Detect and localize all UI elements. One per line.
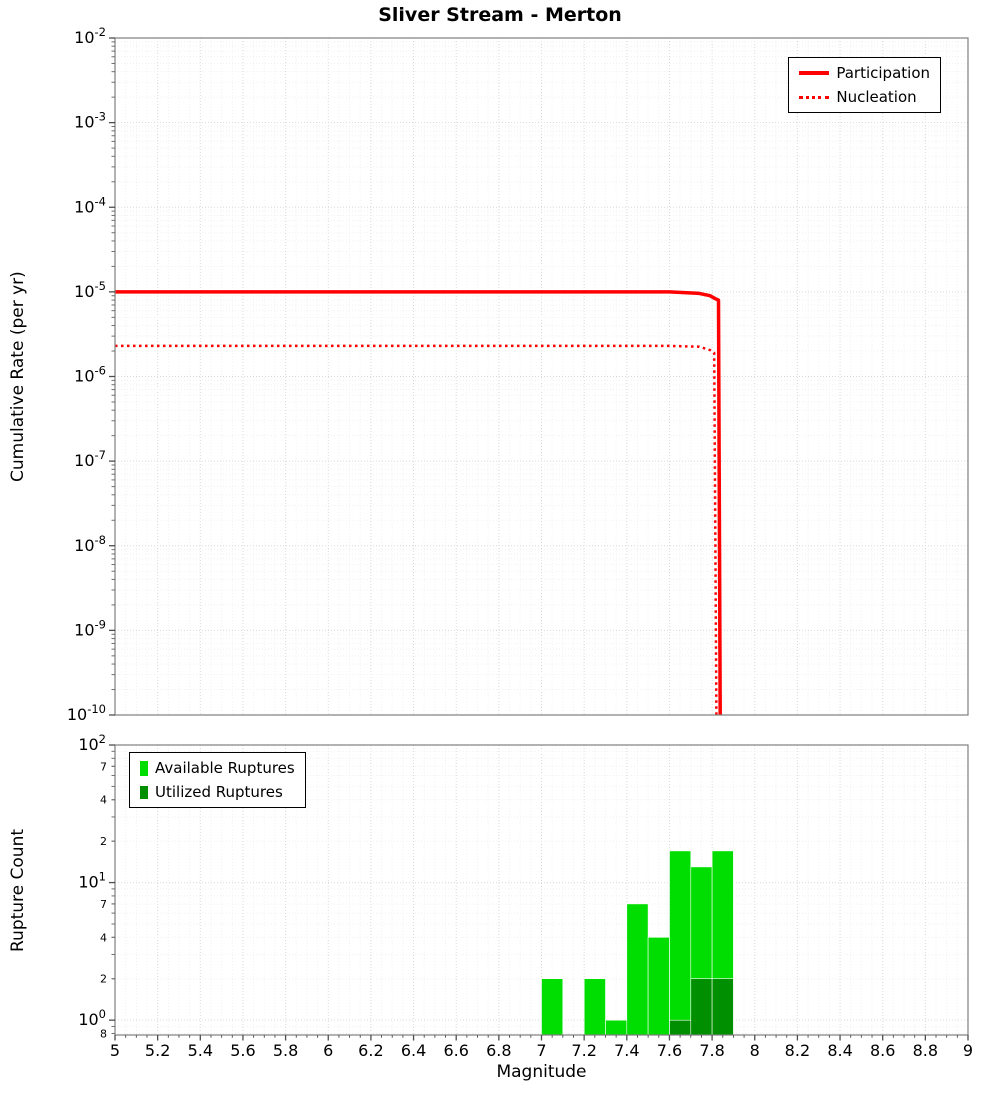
svg-text:8.2: 8.2 (785, 1041, 810, 1060)
legend-entry-utilized: Utilized Ruptures (140, 783, 295, 801)
svg-text:7.4: 7.4 (614, 1041, 639, 1060)
bar-m7.25 (583, 978, 606, 1036)
available-ruptures-swatch (140, 760, 148, 776)
nucleation-series (115, 344, 718, 716)
legend-label-available: Available Ruptures (155, 759, 295, 777)
bar-m7.85 (711, 978, 734, 1036)
bar-m7.35 (605, 1019, 628, 1036)
svg-text:10-6: 10-6 (74, 364, 106, 386)
svg-text:100: 100 (78, 1007, 106, 1029)
bar-m7.65 (669, 1019, 692, 1036)
participation-line-swatch (799, 71, 830, 75)
svg-text:7: 7 (536, 1041, 546, 1060)
svg-text:6.8: 6.8 (486, 1041, 511, 1060)
y-axis-label-count: Rupture Count (8, 828, 28, 952)
svg-text:6.4: 6.4 (401, 1041, 426, 1060)
svg-text:8.4: 8.4 (827, 1041, 852, 1060)
svg-text:7.8: 7.8 (699, 1041, 724, 1060)
svg-text:4: 4 (100, 931, 107, 944)
svg-text:8: 8 (750, 1041, 760, 1060)
utilized-ruptures-swatch (140, 785, 148, 799)
bar-m7.05 (541, 978, 564, 1036)
svg-text:7.6: 7.6 (657, 1041, 682, 1060)
legend-rates: Participation Nucleation (788, 57, 941, 113)
bar-m7.55 (647, 936, 670, 1036)
bar-m7.45 (626, 903, 649, 1036)
svg-text:2: 2 (100, 835, 107, 848)
cumulative-rate-panel: 10-2 10-3 10-4 10-5 10-6 10-7 10-8 10-9 10-10 (67, 25, 969, 724)
legend-entry-participation: Participation (799, 64, 930, 82)
svg-text:4: 4 (100, 794, 107, 807)
svg-text:5.8: 5.8 (273, 1041, 298, 1060)
svg-text:10-4: 10-4 (74, 194, 106, 216)
svg-text:102: 102 (78, 732, 106, 754)
svg-text:6.2: 6.2 (358, 1041, 383, 1060)
svg-text:10-7: 10-7 (74, 448, 106, 470)
svg-text:8.6: 8.6 (870, 1041, 895, 1060)
cumulative-rate-grid (114, 37, 969, 716)
svg-text:8: 8 (100, 1027, 107, 1040)
cumulative-rate-axes: 10-2 10-3 10-4 10-5 10-6 10-7 10-8 10-9 10-10 (67, 25, 115, 724)
bar-m7.75 (690, 978, 713, 1036)
svg-text:10-8: 10-8 (74, 533, 106, 555)
bar-m7.65 (669, 850, 692, 1036)
nucleation-line-swatch (799, 95, 830, 99)
svg-text:6: 6 (323, 1041, 333, 1060)
svg-text:5: 5 (110, 1041, 120, 1060)
plot-title: Sliver Stream - Merton (378, 4, 622, 26)
svg-text:5.6: 5.6 (230, 1041, 255, 1060)
svg-text:7: 7 (100, 898, 107, 911)
svg-text:5.4: 5.4 (188, 1041, 213, 1060)
svg-text:101: 101 (78, 870, 106, 892)
legend-label-nucleation: Nucleation (836, 88, 917, 106)
svg-text:10-2: 10-2 (74, 25, 106, 47)
legend-ruptures: Available Ruptures Utilized Ruptures (129, 752, 306, 808)
svg-text:9: 9 (963, 1041, 973, 1060)
legend-entry-nucleation: Nucleation (799, 88, 930, 106)
svg-text:6.6: 6.6 (443, 1041, 468, 1060)
svg-text:2: 2 (100, 973, 107, 986)
y-axis-label-rate: Cumulative Rate (per yr) (8, 271, 28, 482)
svg-text:7: 7 (100, 760, 107, 773)
svg-text:7.2: 7.2 (571, 1041, 596, 1060)
legend-label-utilized: Utilized Ruptures (155, 783, 283, 801)
svg-text:10-5: 10-5 (74, 279, 106, 301)
legend-entry-available: Available Ruptures (140, 759, 295, 777)
svg-text:10-10: 10-10 (67, 702, 106, 724)
svg-text:10-9: 10-9 (74, 617, 106, 639)
svg-text:5.2: 5.2 (145, 1041, 170, 1060)
x-axis-label: Magnitude (496, 1062, 587, 1082)
svg-text:8.8: 8.8 (913, 1041, 938, 1060)
participation-series (115, 290, 722, 716)
legend-label-participation: Participation (836, 64, 930, 82)
svg-text:10-3: 10-3 (74, 110, 106, 132)
